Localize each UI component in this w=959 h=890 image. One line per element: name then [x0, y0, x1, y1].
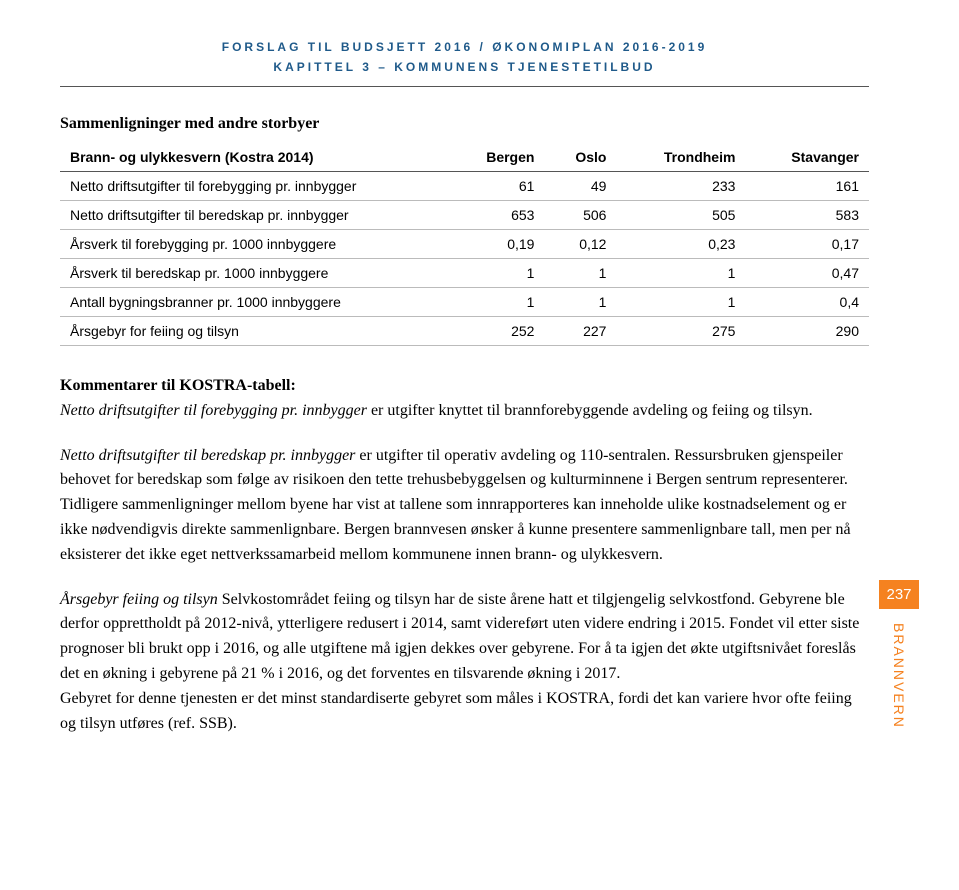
cell: Årsgebyr for feiing og tilsyn — [60, 317, 448, 346]
side-tab: 237 BRANNVERN — [879, 580, 919, 729]
cell: 233 — [616, 172, 745, 201]
cell: 1 — [616, 288, 745, 317]
paragraph-3: Årsgebyr feiing og tilsyn Selvkostområde… — [60, 588, 869, 737]
p1-rest: er utgifter knyttet til brannforebyggend… — [367, 402, 813, 419]
table-row: Årsverk til beredskap pr. 1000 innbygger… — [60, 259, 869, 288]
col-header: Bergen — [448, 143, 544, 172]
kostra-table: Brann- og ulykkesvern (Kostra 2014) Berg… — [60, 143, 869, 346]
cell: 506 — [544, 201, 616, 230]
col-header: Brann- og ulykkesvern (Kostra 2014) — [60, 143, 448, 172]
document-header: FORSLAG TIL BUDSJETT 2016 / ØKONOMIPLAN … — [60, 40, 869, 74]
col-header: Oslo — [544, 143, 616, 172]
cell: Netto driftsutgifter til beredskap pr. i… — [60, 201, 448, 230]
cell: 0,12 — [544, 230, 616, 259]
section-side-label: BRANNVERN — [891, 623, 907, 729]
table-row: Antall bygningsbranner pr. 1000 innbygge… — [60, 288, 869, 317]
table-row: Netto driftsutgifter til forebygging pr.… — [60, 172, 869, 201]
page-number: 237 — [879, 580, 919, 609]
cell: Antall bygningsbranner pr. 1000 innbygge… — [60, 288, 448, 317]
cell: 1 — [448, 259, 544, 288]
cell: 1 — [448, 288, 544, 317]
p3-line2: Gebyret for denne tjenesten er det minst… — [60, 690, 852, 732]
table-row: Årsgebyr for feiing og tilsyn 252 227 27… — [60, 317, 869, 346]
cell: 0,47 — [745, 259, 869, 288]
cell: 161 — [745, 172, 869, 201]
header-line-1: FORSLAG TIL BUDSJETT 2016 / ØKONOMIPLAN … — [60, 40, 869, 54]
col-header: Stavanger — [745, 143, 869, 172]
table-row: Årsverk til forebygging pr. 1000 innbygg… — [60, 230, 869, 259]
cell: 505 — [616, 201, 745, 230]
body-text: Kommentarer til KOSTRA-tabell: Netto dri… — [60, 374, 869, 736]
cell: 1 — [544, 288, 616, 317]
cell: 227 — [544, 317, 616, 346]
cell: 275 — [616, 317, 745, 346]
cell: 0,4 — [745, 288, 869, 317]
page: FORSLAG TIL BUDSJETT 2016 / ØKONOMIPLAN … — [0, 0, 959, 786]
cell: 252 — [448, 317, 544, 346]
cell: Årsverk til beredskap pr. 1000 innbygger… — [60, 259, 448, 288]
cell: 0,17 — [745, 230, 869, 259]
p2-italic: Netto driftsutgifter til beredskap pr. i… — [60, 447, 355, 464]
cell: 1 — [616, 259, 745, 288]
cell: 1 — [544, 259, 616, 288]
cell: 290 — [745, 317, 869, 346]
cell: 0,19 — [448, 230, 544, 259]
table-header-row: Brann- og ulykkesvern (Kostra 2014) Berg… — [60, 143, 869, 172]
col-header: Trondheim — [616, 143, 745, 172]
cell: 0,23 — [616, 230, 745, 259]
paragraph-2: Netto driftsutgifter til beredskap pr. i… — [60, 444, 869, 568]
cell: 61 — [448, 172, 544, 201]
cell: 49 — [544, 172, 616, 201]
p3-italic: Årsgebyr feiing og tilsyn — [60, 591, 218, 608]
table-row: Netto driftsutgifter til beredskap pr. i… — [60, 201, 869, 230]
header-line-2: KAPITTEL 3 – KOMMUNENS TJENESTETILBUD — [60, 60, 869, 74]
cell: Netto driftsutgifter til forebygging pr.… — [60, 172, 448, 201]
cell: 583 — [745, 201, 869, 230]
p2-rest: er utgifter til operativ avdeling og 110… — [60, 447, 851, 563]
paragraph-kostra-intro: Kommentarer til KOSTRA-tabell: Netto dri… — [60, 374, 869, 424]
section-title: Sammenligninger med andre storbyer — [60, 115, 869, 133]
p1-italic: Netto driftsutgifter til forebygging pr.… — [60, 402, 367, 419]
header-rule — [60, 86, 869, 87]
kostra-comment-title: Kommentarer til KOSTRA-tabell: — [60, 377, 296, 394]
cell: Årsverk til forebygging pr. 1000 innbygg… — [60, 230, 448, 259]
cell: 653 — [448, 201, 544, 230]
